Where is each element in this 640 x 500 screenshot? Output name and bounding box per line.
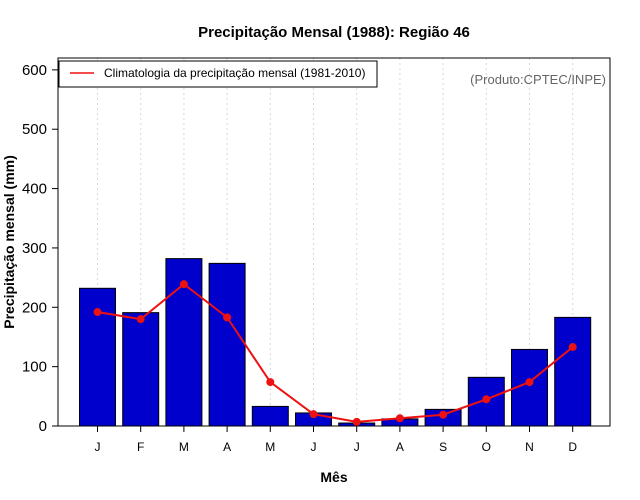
x-tick-label: N (525, 440, 534, 454)
x-tick-label: M (265, 440, 275, 454)
climatology-point-10 (482, 395, 491, 404)
legend: Climatologia da precipitação mensal (198… (58, 60, 378, 88)
y-axis-label: Precipitação mensal (mm) (1, 155, 17, 329)
climatology-point-9 (439, 410, 448, 419)
bar-f-2 (122, 312, 160, 427)
y-tick-label: 400 (22, 181, 47, 198)
bar-series (79, 258, 592, 427)
y-tick-label: 100 (22, 359, 47, 376)
x-tick-label: J (95, 440, 101, 454)
climatology-point-11 (525, 378, 534, 387)
y-tick-label: 200 (22, 299, 47, 316)
y-tick-label: 0 (39, 418, 47, 435)
climatology-point-5 (266, 378, 275, 387)
climatology-point-6 (309, 410, 318, 419)
climatology-line-series (93, 280, 577, 426)
bar-m-5 (251, 405, 289, 427)
x-tick-label: S (439, 440, 447, 454)
x-axis-label: Mês (320, 469, 347, 485)
x-tick-label: J (311, 440, 317, 454)
x-tick-label: O (482, 440, 491, 454)
y-tick-label: 600 (22, 62, 47, 79)
x-tick-label: F (137, 440, 144, 454)
y-tick-label: 500 (22, 121, 47, 138)
plot-frame (57, 57, 611, 427)
y-tick-label: 300 (22, 240, 47, 257)
x-tick-label: A (396, 440, 404, 454)
legend-label: Climatologia da precipitação mensal (198… (104, 66, 365, 80)
climatology-point-1 (93, 308, 102, 317)
legend-box (58, 60, 378, 88)
x-tick-label: A (223, 440, 231, 454)
credit-annotation: (Produto:CPTEC/INPE) (470, 72, 606, 87)
climatology-point-8 (395, 414, 404, 423)
y-axis: 0 100 200 300 400 500 600 (22, 62, 58, 435)
climatology-point-3 (179, 280, 188, 289)
bar-a-4 (208, 262, 246, 427)
climatology-point-4 (223, 313, 232, 322)
climatology-line (97, 282, 574, 423)
bar-d-12 (554, 316, 592, 427)
climatology-point-7 (352, 417, 361, 426)
chart-title: Precipitação Mensal (1988): Região 46 (198, 24, 470, 41)
x-tick-label: D (568, 440, 577, 454)
climatology-point-2 (136, 315, 145, 324)
x-tick-label: M (179, 440, 189, 454)
x-tick-label: J (354, 440, 360, 454)
climatology-point-12 (568, 343, 577, 352)
